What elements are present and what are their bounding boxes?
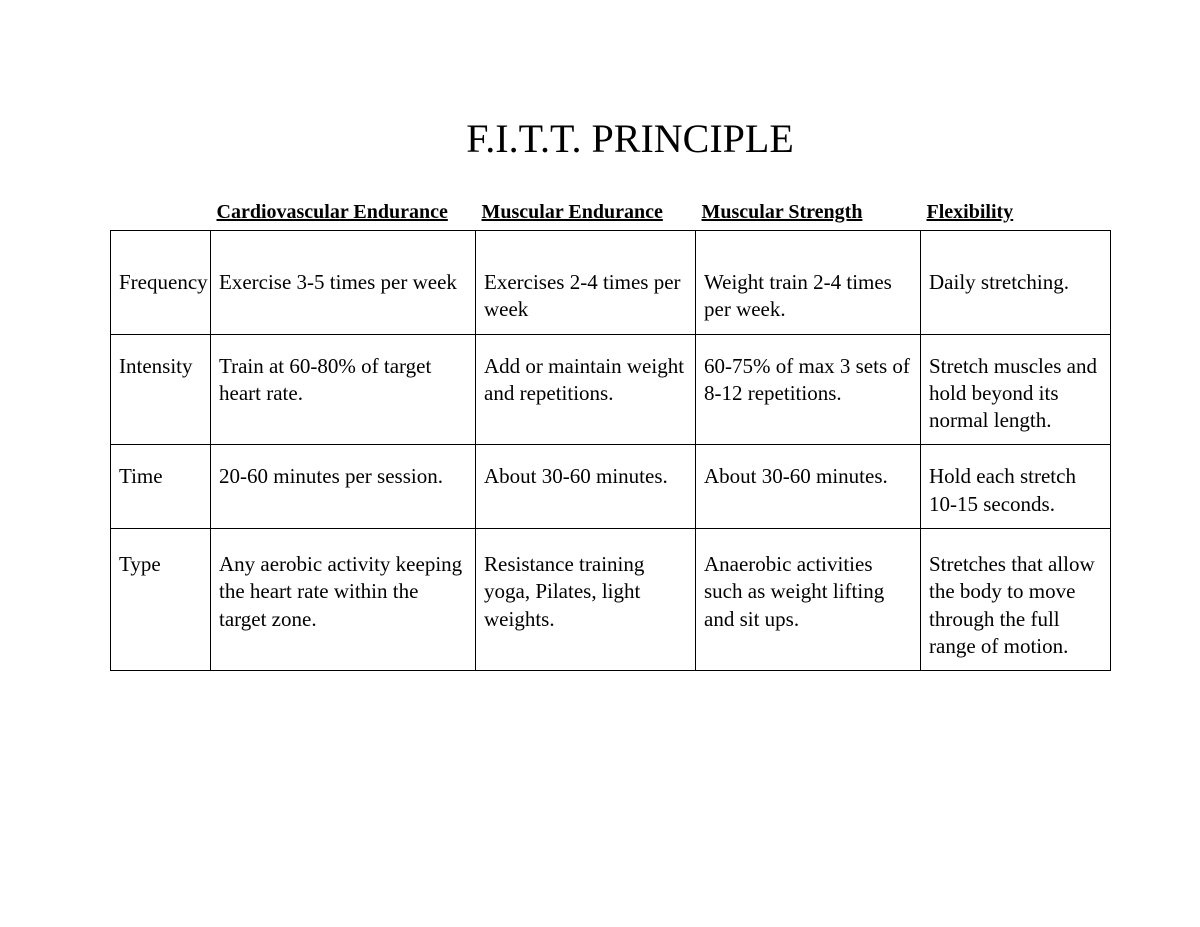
cell-type-musc-end: Resistance training yoga, Pilates, light… <box>476 529 696 671</box>
row-label-frequency: Frequency <box>111 231 211 335</box>
table-header-muscular-strength: Muscular Strength <box>696 197 921 231</box>
document-container: F.I.T.T. PRINCIPLE Cardiovascular Endura… <box>0 0 1200 671</box>
cell-time-flex: Hold each stretch 10-15 seconds. <box>921 445 1111 529</box>
cell-time-cardio: 20-60 minutes per session. <box>211 445 476 529</box>
cell-intensity-musc-end: Add or maintain weight and repetitions. <box>476 334 696 445</box>
cell-frequency-cardio: Exercise 3-5 times per week <box>211 231 476 335</box>
cell-frequency-flex: Daily stretching. <box>921 231 1111 335</box>
row-label-time: Time <box>111 445 211 529</box>
cell-type-musc-str: Anaerobic activities such as weight lift… <box>696 529 921 671</box>
table-header-cardio: Cardiovascular Endurance <box>211 197 476 231</box>
row-label-type: Type <box>111 529 211 671</box>
table-header-empty <box>111 197 211 231</box>
cell-time-musc-str: About 30-60 minutes. <box>696 445 921 529</box>
table-row-time: Time 20-60 minutes per session. About 30… <box>111 445 1111 529</box>
table-row-frequency: Frequency Exercise 3-5 times per week Ex… <box>111 231 1111 335</box>
cell-time-musc-end: About 30-60 minutes. <box>476 445 696 529</box>
table-header-row: Cardiovascular Endurance Muscular Endura… <box>111 197 1111 231</box>
cell-frequency-musc-str: Weight train 2-4 times per week. <box>696 231 921 335</box>
cell-intensity-musc-str: 60-75% of max 3 sets of 8-12 repetitions… <box>696 334 921 445</box>
table-row-type: Type Any aerobic activity keeping the he… <box>111 529 1111 671</box>
cell-frequency-musc-end: Exercises 2-4 times per week <box>476 231 696 335</box>
cell-type-cardio: Any aerobic activity keeping the heart r… <box>211 529 476 671</box>
table-row-intensity: Intensity Train at 60-80% of target hear… <box>111 334 1111 445</box>
cell-type-flex: Stretches that allow the body to move th… <box>921 529 1111 671</box>
table-header-muscular-endurance: Muscular Endurance <box>476 197 696 231</box>
cell-intensity-flex: Stretch muscles and hold beyond its norm… <box>921 334 1111 445</box>
fitt-table: Cardiovascular Endurance Muscular Endura… <box>110 197 1111 671</box>
cell-intensity-cardio: Train at 60-80% of target heart rate. <box>211 334 476 445</box>
table-header-flexibility: Flexibility <box>921 197 1111 231</box>
page-title: F.I.T.T. PRINCIPLE <box>150 115 1110 162</box>
row-label-intensity: Intensity <box>111 334 211 445</box>
